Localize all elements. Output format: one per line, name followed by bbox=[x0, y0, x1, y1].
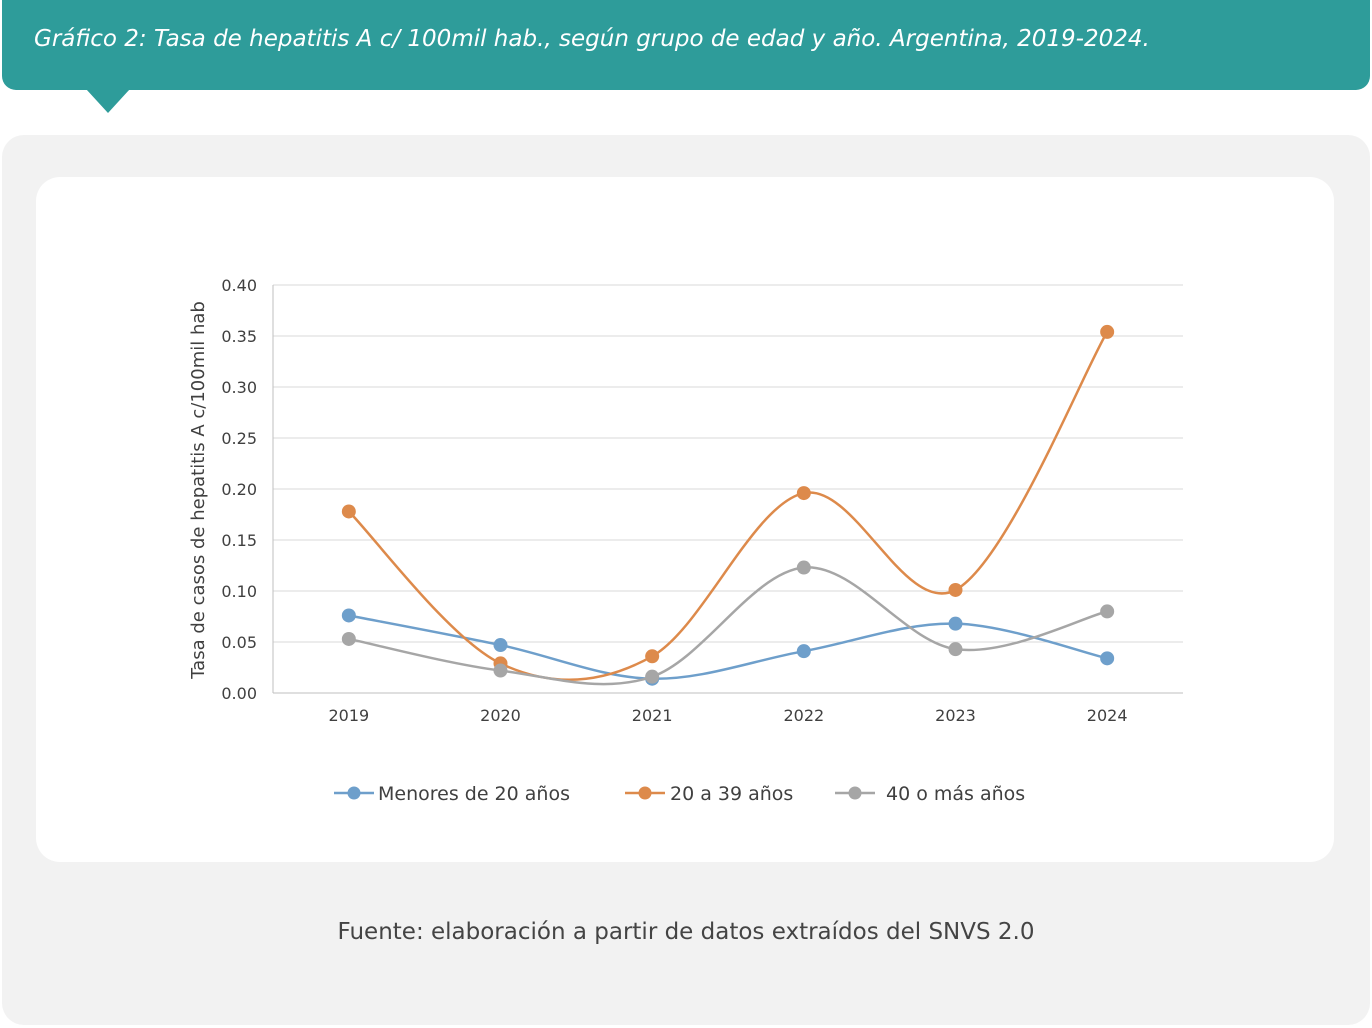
x-tick-label: 2021 bbox=[632, 706, 673, 725]
y-tick-label: 0.40 bbox=[221, 276, 257, 295]
y-tick-label: 0.05 bbox=[221, 633, 257, 652]
legend-swatch-marker bbox=[848, 786, 862, 800]
title-banner: Gráfico 2: Tasa de hepatitis A c/ 100mil… bbox=[2, 0, 1370, 90]
data-point bbox=[948, 582, 963, 597]
series-2 bbox=[341, 324, 1115, 681]
x-tick-label: 2020 bbox=[480, 706, 521, 725]
source-note: Fuente: elaboración a partir de datos ex… bbox=[337, 919, 1035, 945]
legend-swatch-marker bbox=[347, 786, 361, 800]
data-point bbox=[796, 560, 811, 575]
legend-swatch-marker bbox=[638, 786, 652, 800]
chart-title: Gráfico 2: Tasa de hepatitis A c/ 100mil… bbox=[34, 26, 1150, 52]
chart-card bbox=[36, 177, 1334, 862]
y-tick-label: 0.15 bbox=[221, 531, 257, 550]
data-point bbox=[645, 669, 660, 684]
tick-labels: 0.00 0.05 0.10 0.15 0.20 0.25 0.30 0.35 0.40 2019… bbox=[221, 276, 1127, 725]
data-point bbox=[493, 663, 508, 678]
legend-item: 40 o más años bbox=[835, 783, 1025, 805]
legend-item: Menores de 20 años bbox=[334, 783, 570, 805]
data-point bbox=[341, 608, 356, 623]
legend-item: 20 a 39 años bbox=[625, 783, 793, 805]
series-lines bbox=[341, 324, 1115, 686]
y-tick-label: 0.25 bbox=[221, 429, 257, 448]
legend-label: Menores de 20 años bbox=[378, 783, 570, 805]
y-tick-label: 0.00 bbox=[221, 684, 257, 703]
series-line bbox=[347, 331, 1109, 681]
data-point bbox=[493, 638, 508, 653]
series-3 bbox=[341, 560, 1115, 686]
y-tick-label: 0.10 bbox=[221, 582, 257, 601]
data-point bbox=[948, 642, 963, 657]
legend-label: 40 o más años bbox=[886, 783, 1025, 805]
x-tick-label: 2019 bbox=[328, 706, 369, 725]
series-line bbox=[348, 566, 1108, 686]
data-point bbox=[341, 631, 356, 646]
banner-pointer bbox=[86, 89, 130, 113]
axes bbox=[272, 285, 1183, 694]
data-point bbox=[1100, 324, 1115, 339]
legend-label: 20 a 39 años bbox=[670, 783, 793, 805]
x-tick-label: 2023 bbox=[935, 706, 976, 725]
y-tick-label: 0.20 bbox=[221, 480, 257, 499]
data-point bbox=[1100, 604, 1115, 619]
x-tick-label: 2024 bbox=[1087, 706, 1128, 725]
data-point bbox=[948, 616, 963, 631]
x-tick-label: 2022 bbox=[783, 706, 824, 725]
data-point bbox=[645, 649, 660, 664]
data-point bbox=[796, 644, 811, 659]
y-tick-label: 0.30 bbox=[221, 378, 257, 397]
grid-lines bbox=[273, 284, 1183, 643]
data-point bbox=[796, 486, 811, 501]
y-axis-title: Tasa de casos de hepatitis A c/100mil ha… bbox=[188, 301, 209, 680]
series-line bbox=[348, 614, 1108, 680]
data-point bbox=[341, 504, 356, 519]
data-point bbox=[1100, 651, 1115, 666]
legend: Menores de 20 años 20 a 39 años 40 o más a… bbox=[334, 783, 1025, 805]
y-tick-label: 0.35 bbox=[221, 327, 257, 346]
